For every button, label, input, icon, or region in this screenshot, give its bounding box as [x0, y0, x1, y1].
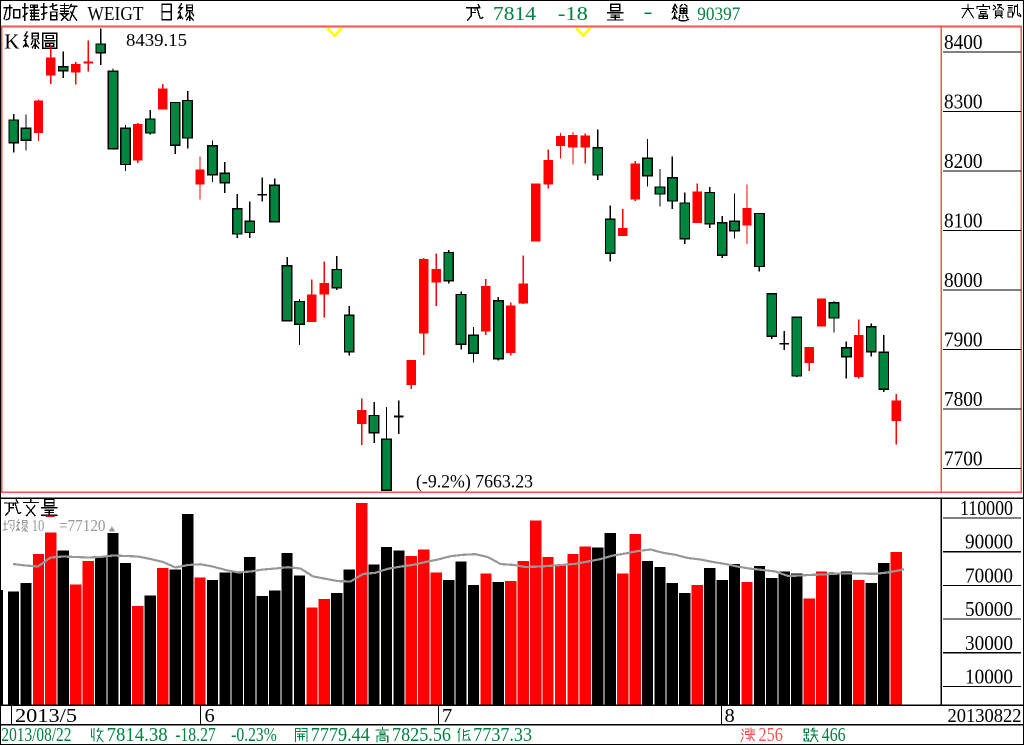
- svg-text:7800: 7800: [944, 387, 983, 411]
- svg-text:50000: 50000: [965, 597, 1013, 621]
- svg-text:2013/08/22: 2013/08/22: [1, 725, 71, 745]
- svg-text:8300: 8300: [944, 90, 983, 114]
- svg-text:90397: 90397: [697, 4, 740, 25]
- svg-text:466: 466: [822, 725, 846, 745]
- svg-text:-18: -18: [558, 3, 588, 25]
- svg-text:7737.33: 7737.33: [473, 725, 532, 745]
- svg-text:6: 6: [205, 705, 215, 727]
- svg-text:7779.44: 7779.44: [311, 725, 370, 745]
- svg-text:8439.15: 8439.15: [126, 30, 187, 50]
- svg-text:30000: 30000: [965, 631, 1013, 655]
- svg-text:110000: 110000: [960, 496, 1013, 520]
- svg-text:8200: 8200: [944, 149, 983, 173]
- svg-text:20130822: 20130822: [948, 705, 1022, 727]
- svg-text:-18.27: -18.27: [175, 725, 216, 745]
- svg-text:90000: 90000: [965, 530, 1013, 554]
- svg-text:10000: 10000: [965, 665, 1013, 689]
- svg-text:10: 10: [32, 516, 45, 535]
- svg-text:7: 7: [442, 705, 452, 727]
- svg-text:7814.38: 7814.38: [107, 725, 168, 745]
- svg-text:K: K: [4, 30, 19, 54]
- svg-text:70000: 70000: [965, 563, 1013, 587]
- svg-text:8000: 8000: [944, 268, 983, 292]
- svg-text:-0.23%: -0.23%: [231, 725, 277, 745]
- svg-text:7825.56: 7825.56: [392, 725, 451, 745]
- svg-text:8: 8: [725, 705, 735, 727]
- svg-text:256: 256: [759, 725, 784, 745]
- svg-text:8400: 8400: [944, 30, 983, 54]
- svg-text:-: -: [644, 1, 653, 23]
- svg-text:7900: 7900: [944, 328, 983, 352]
- svg-text:8100: 8100: [944, 209, 983, 233]
- svg-text:WEIGT: WEIGT: [88, 3, 144, 25]
- svg-text:2013/5: 2013/5: [15, 705, 77, 727]
- svg-text:7814: 7814: [493, 3, 536, 25]
- svg-text:=77120: =77120: [59, 516, 106, 535]
- svg-text:7700: 7700: [944, 447, 983, 471]
- svg-text:(-9.2%) 7663.23: (-9.2%) 7663.23: [416, 472, 533, 492]
